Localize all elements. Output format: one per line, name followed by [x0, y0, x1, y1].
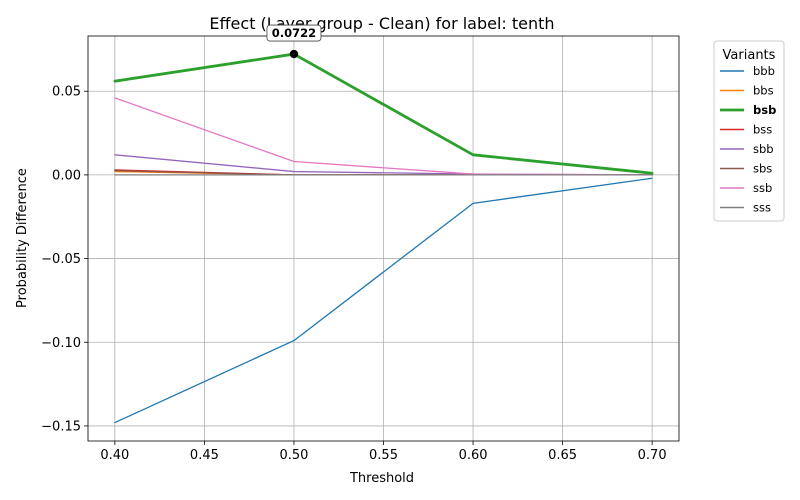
x-tick-label: 0.55 — [369, 448, 398, 463]
x-tick-label: 0.40 — [100, 448, 129, 463]
x-tick-label: 0.45 — [190, 448, 219, 463]
legend-frame — [713, 40, 785, 222]
x-tick-label: 0.60 — [459, 448, 488, 463]
legend-label-sbb: sbb — [753, 142, 774, 156]
x-tick-label: 0.70 — [638, 448, 667, 463]
y-tick-label: 0.05 — [52, 85, 81, 100]
x-axis-ticks: 0.40 0.45 0.50 0.55 0.60 0.65 0.70 — [100, 441, 667, 463]
series-layer — [113, 52, 654, 424]
peak-marker — [289, 49, 299, 59]
x-tick-label: 0.50 — [279, 448, 308, 463]
legend: Variants bbb bbs bsb bss sbb sbs ssb sss — [713, 40, 785, 222]
y-axis-label: Probability Difference — [15, 168, 30, 308]
annotation-label: 0.0722 — [272, 26, 316, 40]
chart-title: Effect (Layer group - Clean) for label: … — [209, 14, 554, 33]
y-tick-label: −0.15 — [41, 419, 81, 434]
legend-label-bbb: bbb — [753, 64, 775, 78]
x-tick-label: 0.65 — [548, 448, 577, 463]
legend-label-sbs: sbs — [753, 162, 772, 176]
legend-title: Variants — [723, 48, 776, 63]
annotation-box — [266, 24, 322, 42]
legend-label-bbs: bbs — [753, 84, 774, 98]
y-tick-label: −0.05 — [41, 252, 81, 267]
grid — [88, 36, 679, 441]
x-axis-label: Threshold — [349, 471, 414, 486]
y-tick-label: 0.00 — [52, 168, 81, 183]
peak-annotation: 0.0722 — [266, 24, 322, 59]
series-line-bbb — [114, 177, 653, 424]
legend-items: bbb bbs bsb bss sbb sbs ssb sss — [720, 64, 776, 215]
legend-label-ssb: ssb — [753, 181, 772, 195]
y-axis-ticks: −0.15 −0.10 −0.05 0.00 0.05 — [41, 85, 88, 434]
y-tick-label: −0.10 — [41, 336, 81, 351]
legend-label-bss: bss — [753, 123, 772, 137]
legend-label-sss: sss — [753, 201, 771, 215]
legend-label-bsb: bsb — [753, 103, 776, 117]
series-line-bsb — [113, 52, 654, 175]
